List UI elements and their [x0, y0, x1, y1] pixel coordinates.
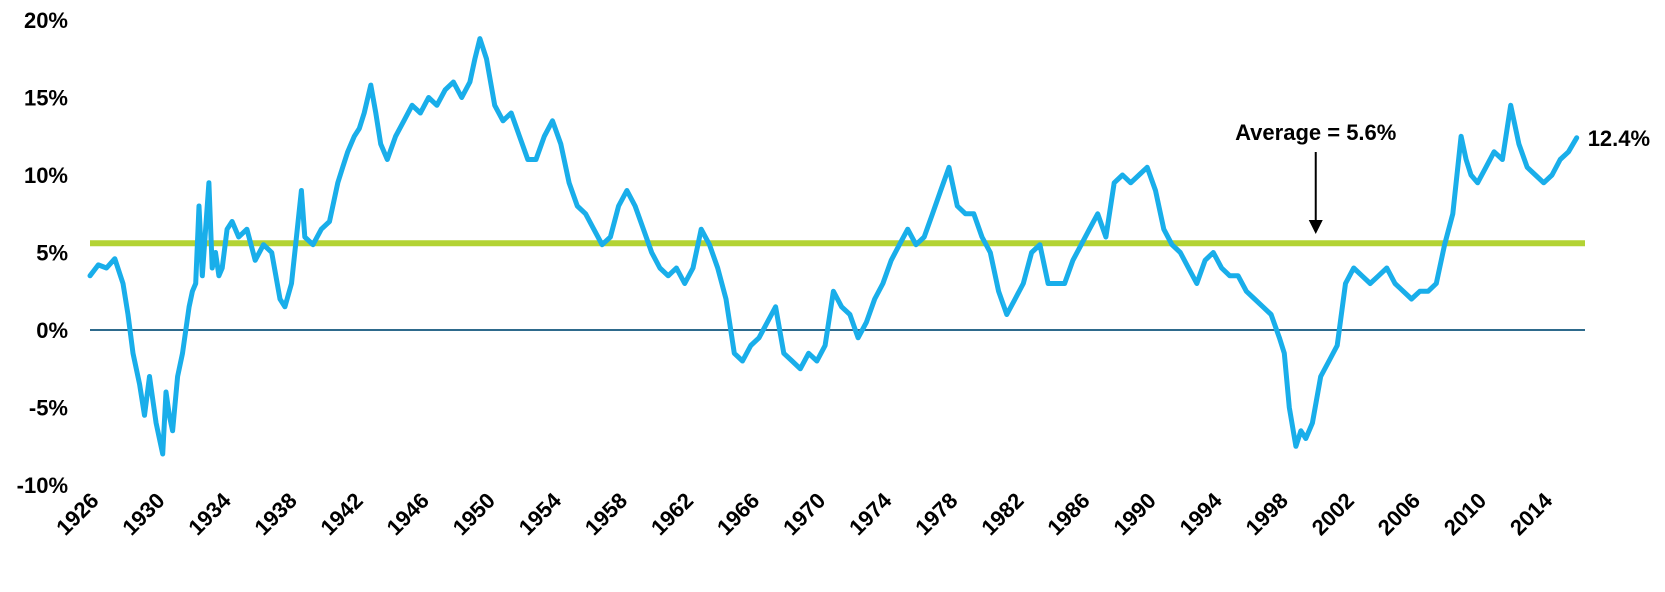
x-tick-label: 1990: [1108, 488, 1160, 540]
x-tick-label: 1946: [382, 488, 434, 540]
x-tick-label: 2010: [1439, 488, 1491, 540]
series-line: [87, 36, 1580, 457]
x-axis-ticks: 1926 1930 1934 1938 1942 1946 1950 1954 1958 1962…: [51, 487, 1558, 540]
x-tick-label: 1982: [976, 488, 1028, 540]
x-tick-label: 1950: [448, 488, 500, 540]
y-tick-label: 20%: [24, 8, 68, 33]
x-tick-label: 1986: [1042, 488, 1094, 540]
average-label: Average = 5.6%: [1235, 120, 1396, 145]
x-tick-label: 1930: [117, 488, 169, 540]
y-tick-label: 10%: [24, 163, 68, 188]
end-value-label: 12.4%: [1588, 126, 1650, 151]
x-tick-label: 1962: [646, 488, 698, 540]
y-tick-label: 5%: [36, 241, 68, 266]
x-tick-label: 1970: [778, 488, 830, 540]
x-tick-label: 2006: [1373, 488, 1425, 540]
x-tick-label: 1974: [844, 487, 897, 540]
x-tick-label: 1958: [580, 488, 632, 540]
average-arrowhead: [1308, 220, 1323, 234]
y-tick-label: -10%: [17, 473, 68, 498]
x-tick-label: 1934: [183, 487, 236, 540]
x-tick-label: 1998: [1241, 488, 1293, 540]
x-tick-label: 2002: [1307, 488, 1359, 540]
x-tick-label: 1966: [712, 488, 764, 540]
x-tick-label: 2014: [1505, 487, 1558, 540]
y-tick-label: 0%: [36, 318, 68, 343]
x-tick-label: 1938: [249, 488, 301, 540]
x-tick-label: 1978: [910, 488, 962, 540]
y-axis-ticks: -10% -5% 0% 5% 10% 15% 20%: [17, 8, 68, 498]
x-tick-label: 1942: [316, 488, 368, 540]
y-tick-label: 15%: [24, 86, 68, 111]
x-tick-label: 1994: [1175, 487, 1228, 540]
x-tick-label: 1954: [514, 487, 567, 540]
y-tick-label: -5%: [29, 396, 68, 421]
